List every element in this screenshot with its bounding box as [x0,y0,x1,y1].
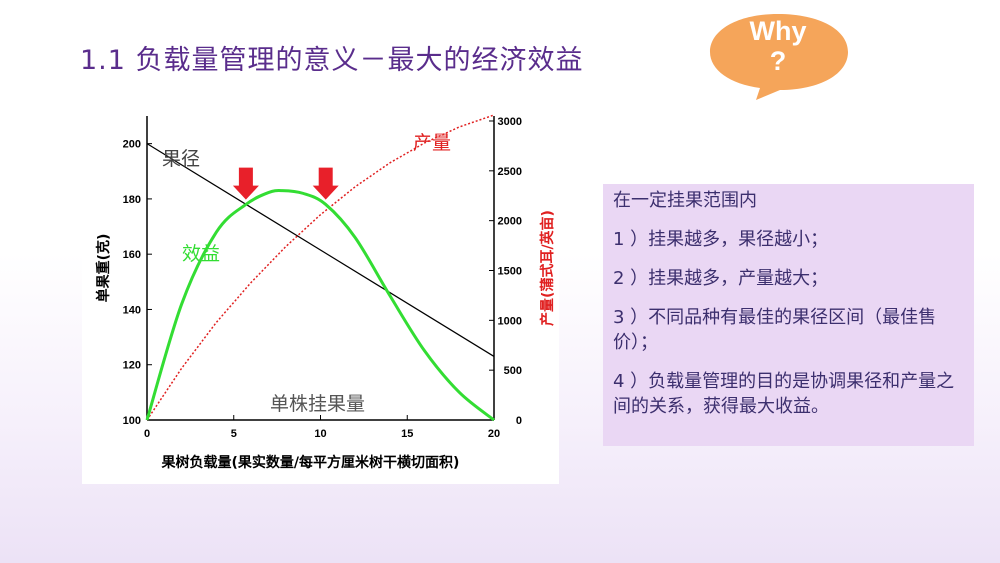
y-left-tick-label: 100 [123,415,141,427]
explanation-textbox: 在一定挂果范围内 1 ）挂果越多，果径越小； 2 ）挂果越多，产量越大； 3 ）… [603,184,974,446]
annotation-benefit: 效益 [182,243,220,265]
x-tick-label: 20 [488,428,500,440]
y-left-axis-label: 单果重(克) [95,234,112,303]
yield-line [146,114,495,421]
why-callout-line1: Why [749,16,807,46]
callout-bubble [710,14,848,100]
y-right-tick-label: 2500 [498,166,522,178]
x-tick-label: 5 [231,428,237,440]
x-tick-label: 15 [401,428,413,440]
x-tick-label: 10 [314,428,326,440]
x-axis-label: 果树负载量(果实数量/每平方厘米树干横切面积) [161,454,460,471]
y-left-tick-label: 160 [123,249,141,261]
why-callout-text: Why ? [708,16,848,76]
explanation-line: 1 ）挂果越多，果径越小； [613,229,829,250]
y-right-tick-label: 3000 [498,116,522,128]
explanation-line: 4 ）负载量管理的目的是协调果径和产量之间的关系，获得最大收益。 [613,371,955,417]
load-benefit-chart: 0 5 10 15 2010012014016018020005001000150020… [95,114,556,471]
y-left-tick-label: 120 [123,360,141,372]
chart-panel: 0 5 10 15 20 100 120 140 160 180 200 0 500 1000 1500 20… [82,82,559,484]
explanation-line: 2 ）挂果越多，产量越大； [613,268,829,289]
annotation-yield: 产量 [413,132,451,154]
y-right-tick-label: 0 [516,415,522,427]
y-right-tick-label: 1500 [498,265,522,277]
explanation-line: 3 ）不同品种有最佳的果径区间（最佳售价）； [613,307,937,353]
x-tick-label: 0 [144,428,150,440]
y-right-axis-label: 产量(蒲式耳/英亩) [539,210,556,326]
y-right-tick-label: 1000 [498,315,522,327]
y-left-tick-label: 180 [123,194,141,206]
y-left-tick-label: 200 [123,139,141,151]
down-arrow-icon [312,167,339,200]
down-arrow-icon [232,167,259,200]
explanation-line: 在一定挂果范围内 [613,190,757,211]
benefit-line [145,189,495,422]
fruit-size-line [146,143,495,357]
y-right-tick-label: 2000 [498,216,522,228]
page-title: 1.1 负载量管理的意义－最大的经济效益 [80,45,584,76]
why-callout-line2: ? [769,46,787,76]
y-right-tick-label: 500 [504,365,522,377]
y-left-tick-label: 140 [123,304,141,316]
annotation-fruit-per-tree: 单株挂果量 [270,393,365,415]
annotation-fruit-size: 果径 [162,148,200,170]
why-callout: Why ? [708,12,848,100]
